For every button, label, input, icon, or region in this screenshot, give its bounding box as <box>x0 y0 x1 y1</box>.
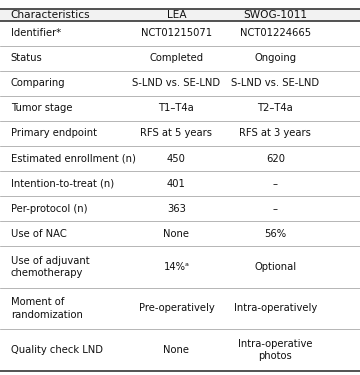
Text: S-LND vs. SE-LND: S-LND vs. SE-LND <box>231 78 319 88</box>
Text: 401: 401 <box>167 178 186 189</box>
Text: None: None <box>163 345 189 355</box>
Text: T2–T4a: T2–T4a <box>257 104 293 113</box>
Text: Identifier*: Identifier* <box>11 28 61 38</box>
Text: Completed: Completed <box>149 53 203 63</box>
Bar <box>0 171 360 196</box>
Text: Quality check LND: Quality check LND <box>11 345 103 355</box>
Text: Optional: Optional <box>254 262 297 272</box>
Text: Pre-operatively: Pre-operatively <box>139 303 214 313</box>
Text: NCT01215071: NCT01215071 <box>141 28 212 38</box>
Bar <box>0 46 360 71</box>
Bar <box>0 246 360 288</box>
Bar <box>0 221 360 246</box>
Text: Per-protocol (n): Per-protocol (n) <box>11 204 87 214</box>
Text: Use of NAC: Use of NAC <box>11 229 67 239</box>
Text: SWOG-1011: SWOG-1011 <box>243 10 307 20</box>
Text: Characteristics: Characteristics <box>11 10 90 20</box>
Text: Intention-to-treat (n): Intention-to-treat (n) <box>11 178 114 189</box>
Text: None: None <box>163 229 189 239</box>
Text: RFS at 5 years: RFS at 5 years <box>140 129 212 138</box>
Text: Moment of
randomization: Moment of randomization <box>11 297 83 320</box>
Text: Use of adjuvant
chemotherapy: Use of adjuvant chemotherapy <box>11 256 89 278</box>
Bar <box>0 9 360 21</box>
Text: RFS at 3 years: RFS at 3 years <box>239 129 311 138</box>
Text: 363: 363 <box>167 204 186 214</box>
Bar <box>0 96 360 121</box>
Bar <box>0 288 360 329</box>
Text: 620: 620 <box>266 154 285 164</box>
Text: Ongoing: Ongoing <box>254 53 297 63</box>
Text: Intra-operative
photos: Intra-operative photos <box>238 339 312 361</box>
Text: NCT01224665: NCT01224665 <box>240 28 311 38</box>
Text: T1–T4a: T1–T4a <box>158 104 194 113</box>
Text: Status: Status <box>11 53 42 63</box>
Text: –: – <box>273 178 278 189</box>
Text: 14%ᵃ: 14%ᵃ <box>163 262 189 272</box>
Text: 56%: 56% <box>264 229 287 239</box>
Text: 450: 450 <box>167 154 186 164</box>
Text: –: – <box>273 204 278 214</box>
Bar <box>0 21 360 46</box>
Text: Estimated enrollment (n): Estimated enrollment (n) <box>11 154 136 164</box>
Text: Intra-operatively: Intra-operatively <box>234 303 317 313</box>
Bar <box>0 121 360 146</box>
Text: Tumor stage: Tumor stage <box>11 104 72 113</box>
Bar <box>0 71 360 96</box>
Text: Primary endpoint: Primary endpoint <box>11 129 97 138</box>
Bar <box>0 146 360 171</box>
Text: Comparing: Comparing <box>11 78 66 88</box>
Text: S-LND vs. SE-LND: S-LND vs. SE-LND <box>132 78 220 88</box>
Bar <box>0 196 360 221</box>
Text: LEA: LEA <box>167 10 186 20</box>
Bar <box>0 329 360 370</box>
